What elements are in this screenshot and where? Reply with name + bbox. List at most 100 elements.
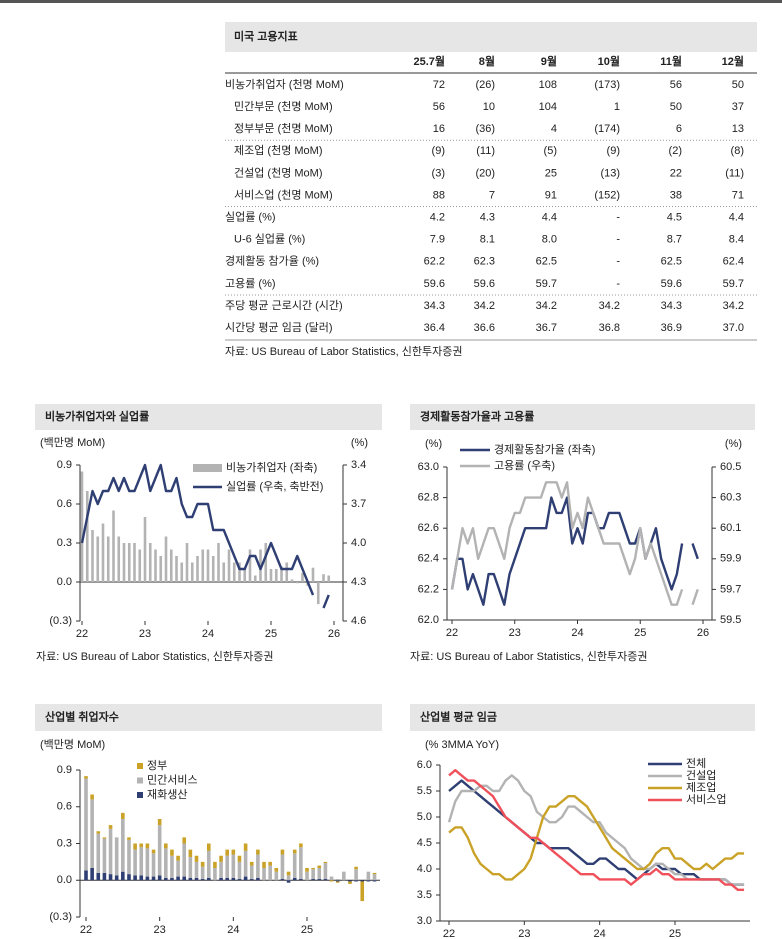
bar-segment — [182, 837, 187, 844]
cell: 59.7 — [723, 278, 744, 290]
bar — [285, 562, 289, 582]
bar-segment — [200, 861, 205, 867]
bar-segment — [360, 881, 365, 902]
bar-segment — [182, 876, 187, 881]
bar — [154, 549, 157, 582]
bar — [253, 575, 257, 582]
bar-segment — [164, 877, 168, 881]
x-tick-label: 26 — [328, 628, 340, 640]
y-tick-label: 62.0 — [418, 614, 439, 626]
cell: 34.3 — [424, 300, 445, 312]
bar-segment — [225, 855, 229, 878]
chart-title: 경제활동참가율과 고용률 — [420, 409, 534, 423]
bar-segment — [90, 794, 94, 800]
cell: 13 — [732, 123, 744, 135]
bar — [222, 562, 226, 582]
x-tick-label: 23 — [509, 627, 521, 639]
cell: 56 — [433, 101, 445, 113]
y2-tick-label: 4.3 — [351, 576, 366, 588]
bar-segment — [354, 866, 358, 870]
y2-tick-label: 59.7 — [720, 583, 741, 595]
bar-segment — [311, 868, 315, 870]
bar-segment — [329, 880, 334, 882]
chart-source: 자료: US Bureau of Labor Statistics, 신한투자증… — [410, 650, 647, 663]
y-axis-label: (%) — [425, 438, 442, 450]
cell: 4.2 — [430, 212, 445, 224]
row-label: 제조업 (천명 MoM) — [234, 143, 322, 157]
bar-segment — [268, 865, 272, 881]
bar — [327, 575, 331, 582]
cell: (3) — [432, 167, 445, 179]
bar — [91, 530, 94, 582]
cell: 6 — [676, 123, 682, 135]
cell: 56 — [670, 79, 682, 91]
y-axis-label: (백만명 MoM) — [40, 436, 105, 449]
bar-segment — [145, 876, 150, 881]
bar-segment — [299, 843, 303, 848]
cell: (173) — [594, 79, 620, 91]
bar-segment — [311, 879, 315, 881]
cell: (11) — [725, 167, 744, 179]
cell: 16 — [433, 123, 445, 135]
bar-segment — [151, 853, 156, 877]
cell: (8) — [731, 145, 744, 157]
bar-segment — [323, 863, 328, 880]
bar — [217, 543, 220, 582]
bar-segment — [286, 880, 291, 883]
cell: 34.3 — [661, 300, 682, 312]
x-tick-label: 24 — [202, 628, 214, 640]
bar-segment — [317, 879, 322, 881]
y-tick-label: 3.5 — [417, 889, 432, 901]
bar-segment — [213, 861, 217, 868]
bar-segment — [372, 872, 377, 875]
bar-segment — [243, 843, 248, 851]
row-label: 고용률 (%) — [225, 277, 276, 290]
bar-segment — [188, 849, 193, 857]
y-axis-label: (백만명 MoM) — [40, 738, 105, 751]
y-tick-label: 0.6 — [57, 498, 72, 510]
x-tick-label: 24 — [227, 924, 239, 936]
bar — [322, 574, 325, 582]
y-tick-label: 5.5 — [417, 785, 432, 797]
cell: - — [616, 278, 620, 290]
bar-segment — [164, 843, 168, 849]
cell: 59.7 — [536, 278, 557, 290]
bar-segment — [151, 876, 156, 881]
bar-segment — [114, 837, 119, 876]
legend-label: 전체 — [686, 757, 706, 770]
cell: (26) — [475, 79, 495, 91]
cell: - — [616, 212, 620, 224]
chart-title-bar — [35, 704, 382, 731]
legend-label: 제조업 — [686, 781, 716, 794]
legend-label: 실업률 (우축, 축반전) — [226, 480, 323, 493]
bar-segment — [219, 855, 223, 862]
bar-segment — [243, 876, 248, 881]
x-tick-label: 25 — [669, 928, 681, 939]
bar-segment — [188, 856, 193, 878]
bar-segment — [133, 843, 137, 850]
bar — [175, 556, 178, 582]
bar — [96, 536, 100, 582]
bar-segment — [182, 843, 187, 877]
legend-label: 건설업 — [686, 769, 716, 782]
y2-tick-label: 60.5 — [720, 461, 741, 473]
bar-segment — [206, 843, 211, 851]
row-label: 비농가취업자 (천명 MoM) — [225, 77, 344, 91]
bar — [127, 543, 131, 582]
bar-segment — [262, 861, 266, 868]
line-series — [80, 463, 330, 609]
bar — [117, 536, 121, 582]
bar-segment — [133, 849, 137, 876]
bar-segment — [139, 875, 144, 881]
legend-label: 고용률 (우축) — [494, 459, 555, 472]
y-tick-label: 0.0 — [57, 874, 72, 886]
cell: 4.4 — [542, 212, 557, 224]
y2-tick-label: 3.7 — [351, 498, 366, 510]
bar — [301, 572, 304, 582]
bar-segment — [90, 868, 94, 881]
bar-segment — [292, 877, 297, 881]
cell: (9) — [607, 145, 620, 157]
x-tick-label: 23 — [139, 628, 151, 640]
legend-swatch — [137, 763, 143, 769]
